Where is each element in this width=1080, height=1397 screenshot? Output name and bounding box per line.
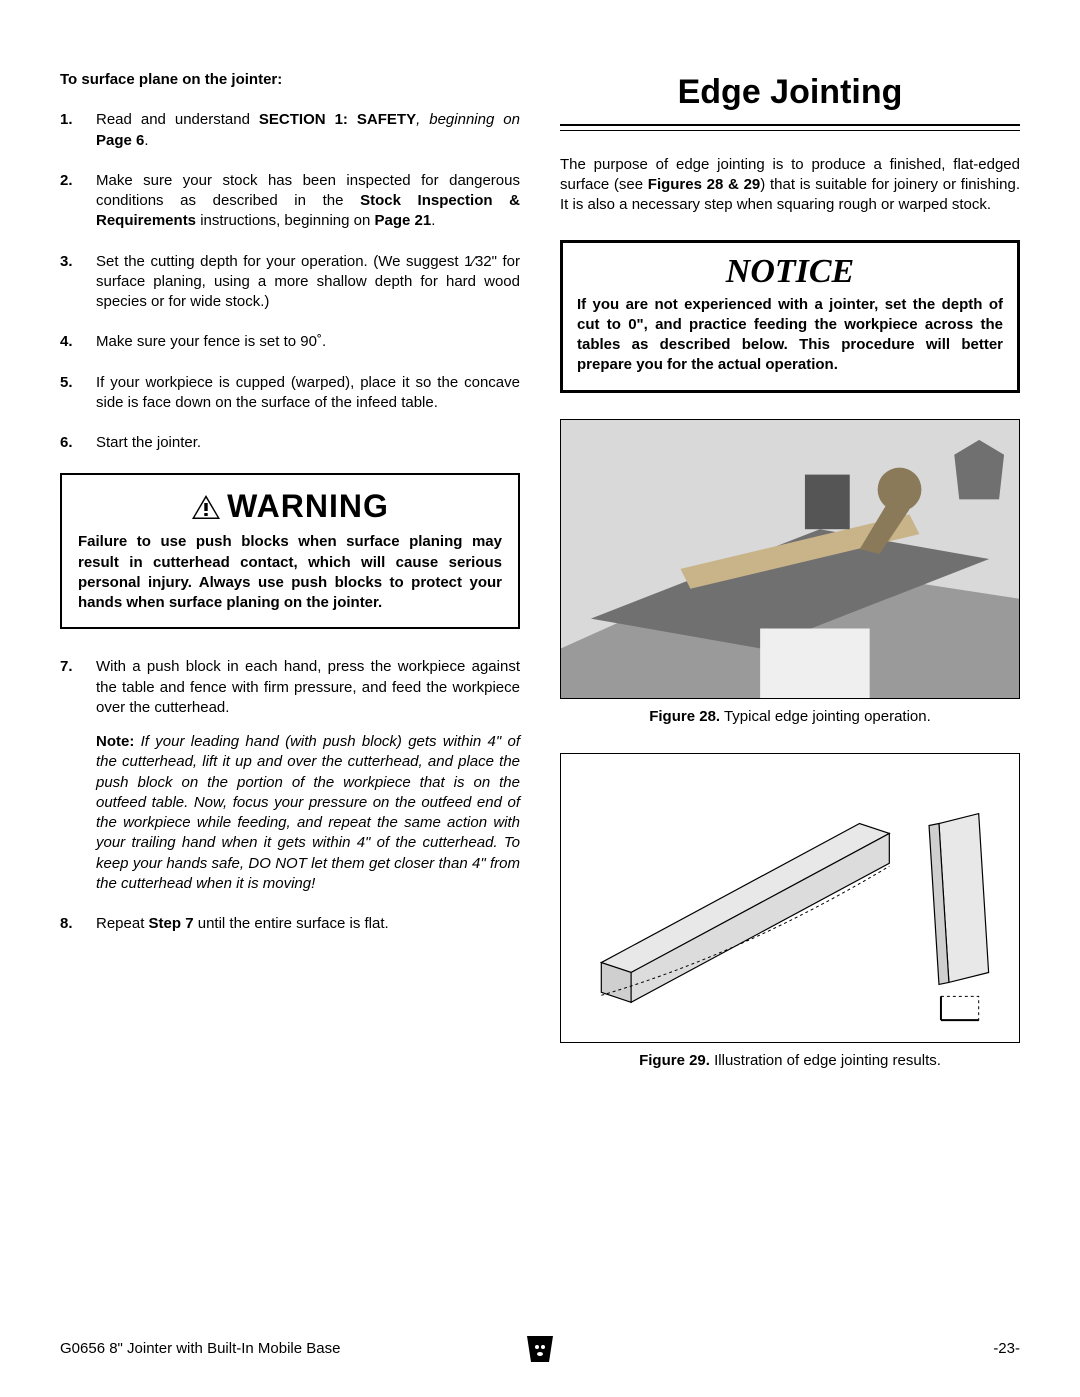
- step-7-note: Note: If your leading hand (with push bl…: [96, 732, 520, 894]
- step-3: Set the cutting depth for your operation…: [60, 252, 520, 313]
- warning-icon: [191, 494, 221, 520]
- title-rule: [560, 124, 1020, 131]
- figure-29-image: [560, 753, 1020, 1043]
- warning-body: Failure to use push blocks when surface …: [78, 532, 502, 613]
- step-4: Make sure your fence is set to 90˚.: [60, 332, 520, 352]
- right-column: Edge Jointing The purpose of edge jointi…: [560, 70, 1020, 1097]
- figure-28: Figure 28. Typical edge jointing operati…: [560, 419, 1020, 727]
- warning-title: WARNING: [78, 485, 502, 528]
- step-1: Read and understand SECTION 1: SAFETY, b…: [60, 110, 520, 151]
- step-7: With a push block in each hand, press th…: [60, 657, 520, 894]
- intro-paragraph: The purpose of edge jointing is to produ…: [560, 155, 1020, 216]
- step-2: Make sure your stock has been inspected …: [60, 171, 520, 232]
- step-5: If your workpiece is cupped (warped), pl…: [60, 373, 520, 414]
- section-title: Edge Jointing: [560, 70, 1020, 116]
- notice-body: If you are not experienced with a jointe…: [577, 295, 1003, 376]
- figure-29: Figure 29. Illustration of edge jointing…: [560, 753, 1020, 1071]
- procedure-heading: To surface plane on the jointer:: [60, 70, 520, 90]
- footer-page-number: -23-: [993, 1339, 1020, 1359]
- steps-list: Read and understand SECTION 1: SAFETY, b…: [60, 110, 520, 453]
- notice-title: NOTICE: [577, 249, 1003, 295]
- step-6: Start the jointer.: [60, 433, 520, 453]
- notice-box: NOTICE If you are not experienced with a…: [560, 240, 1020, 393]
- footer-left: G0656 8" Jointer with Built-In Mobile Ba…: [60, 1339, 340, 1359]
- left-column: To surface plane on the jointer: Read an…: [60, 70, 520, 1097]
- step-8: Repeat Step 7 until the entire surface i…: [60, 914, 520, 934]
- figure-29-caption: Figure 29. Illustration of edge jointing…: [560, 1051, 1020, 1071]
- page-footer: G0656 8" Jointer with Built-In Mobile Ba…: [60, 1339, 1020, 1359]
- steps-list-continued: With a push block in each hand, press th…: [60, 657, 520, 934]
- figure-28-caption: Figure 28. Typical edge jointing operati…: [560, 707, 1020, 727]
- footer-logo-icon: [525, 1334, 555, 1364]
- figure-28-image: [560, 419, 1020, 699]
- warning-box: WARNING Failure to use push blocks when …: [60, 473, 520, 629]
